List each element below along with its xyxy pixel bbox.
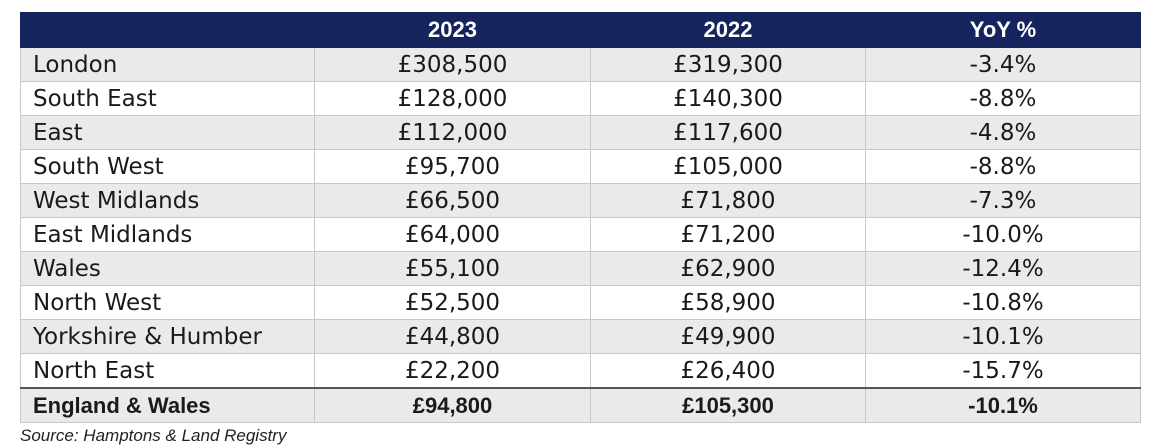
header-region xyxy=(20,12,315,48)
table-row: North West £52,500 £58,900 -10.8% xyxy=(20,285,1141,320)
cell-2023: £128,000 xyxy=(314,81,591,116)
table-row: East Midlands £64,000 £71,200 -10.0% xyxy=(20,217,1141,252)
cell-2022: £140,300 xyxy=(590,81,866,116)
data-table-container: 2023 2022 YoY % London £308,500 £319,300… xyxy=(20,12,1141,423)
cell-2022: £62,900 xyxy=(590,251,866,286)
total-2022: £105,300 xyxy=(590,387,866,423)
total-yoy: -10.1% xyxy=(865,387,1141,423)
cell-2022: £117,600 xyxy=(590,115,866,150)
cell-2022: £71,800 xyxy=(590,183,866,218)
cell-yoy: -12.4% xyxy=(865,251,1141,286)
total-2023: £94,800 xyxy=(314,387,591,423)
cell-2022: £71,200 xyxy=(590,217,866,252)
cell-yoy: -15.7% xyxy=(865,353,1141,389)
table-row: South East £128,000 £140,300 -8.8% xyxy=(20,81,1141,116)
cell-region: Yorkshire & Humber xyxy=(20,319,315,354)
header-2022: 2022 xyxy=(590,12,866,48)
cell-region: London xyxy=(20,47,315,82)
cell-2022: £58,900 xyxy=(590,285,866,320)
table-row: South West £95,700 £105,000 -8.8% xyxy=(20,149,1141,184)
cell-yoy: -3.4% xyxy=(865,47,1141,82)
cell-2023: £55,100 xyxy=(314,251,591,286)
cell-region: West Midlands xyxy=(20,183,315,218)
source-note: Source: Hamptons & Land Registry xyxy=(20,426,287,445)
cell-2023: £308,500 xyxy=(314,47,591,82)
regional-price-table: 2023 2022 YoY % London £308,500 £319,300… xyxy=(20,12,1141,423)
table-header-row: 2023 2022 YoY % xyxy=(20,12,1141,48)
cell-region: South West xyxy=(20,149,315,184)
table-row: West Midlands £66,500 £71,800 -7.3% xyxy=(20,183,1141,218)
cell-2023: £22,200 xyxy=(314,353,591,389)
cell-region: East Midlands xyxy=(20,217,315,252)
table-row: Yorkshire & Humber £44,800 £49,900 -10.1… xyxy=(20,319,1141,354)
cell-2023: £64,000 xyxy=(314,217,591,252)
table-row: East £112,000 £117,600 -4.8% xyxy=(20,115,1141,150)
cell-region: South East xyxy=(20,81,315,116)
cell-yoy: -8.8% xyxy=(865,81,1141,116)
cell-2022: £26,400 xyxy=(590,353,866,389)
cell-2022: £105,000 xyxy=(590,149,866,184)
cell-2022: £49,900 xyxy=(590,319,866,354)
total-region: England & Wales xyxy=(20,387,315,423)
cell-yoy: -4.8% xyxy=(865,115,1141,150)
cell-yoy: -8.8% xyxy=(865,149,1141,184)
table-row: Wales £55,100 £62,900 -12.4% xyxy=(20,251,1141,286)
cell-yoy: -10.0% xyxy=(865,217,1141,252)
table-row: London £308,500 £319,300 -3.4% xyxy=(20,47,1141,82)
table-total-row: England & Wales £94,800 £105,300 -10.1% xyxy=(20,387,1141,423)
header-2023: 2023 xyxy=(314,12,591,48)
table-row: North East £22,200 £26,400 -15.7% xyxy=(20,353,1141,389)
cell-2023: £112,000 xyxy=(314,115,591,150)
cell-region: North West xyxy=(20,285,315,320)
cell-region: North East xyxy=(20,353,315,389)
cell-2023: £66,500 xyxy=(314,183,591,218)
header-yoy: YoY % xyxy=(865,12,1141,48)
cell-region: Wales xyxy=(20,251,315,286)
cell-region: East xyxy=(20,115,315,150)
cell-2023: £44,800 xyxy=(314,319,591,354)
cell-yoy: -10.8% xyxy=(865,285,1141,320)
cell-yoy: -7.3% xyxy=(865,183,1141,218)
cell-yoy: -10.1% xyxy=(865,319,1141,354)
cell-2023: £52,500 xyxy=(314,285,591,320)
cell-2022: £319,300 xyxy=(590,47,866,82)
cell-2023: £95,700 xyxy=(314,149,591,184)
